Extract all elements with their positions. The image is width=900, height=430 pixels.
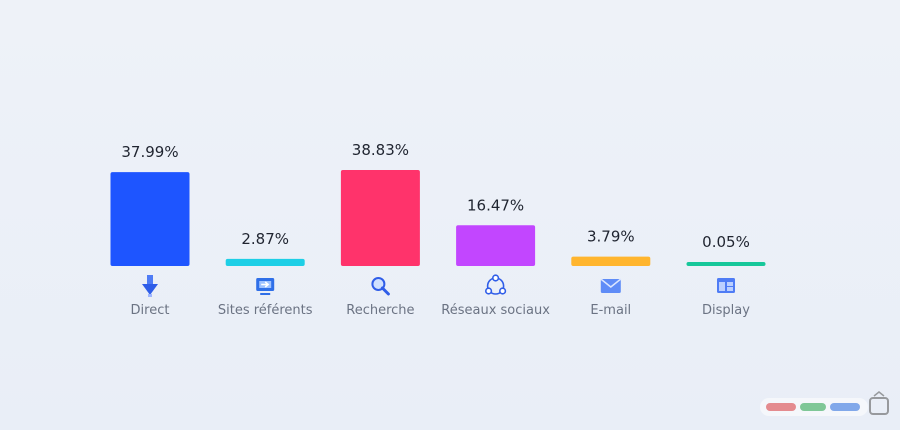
value-label: 3.79% [587,228,635,246]
category-label: Direct [131,303,170,318]
share-network-icon [485,274,507,295]
value-label: 16.47% [467,196,524,214]
category-labels-group: Direct Sites référents Recherche Réseaux so… [131,303,751,318]
bar-recherche[interactable] [340,170,420,266]
arrow-down-icon [142,275,158,297]
category-label: Sites référents [218,303,313,318]
category-icons-group [142,274,735,297]
category-label: Réseaux sociaux [441,303,550,318]
watermark-logo [760,391,889,416]
bar-sites-r-f-rents[interactable] [225,258,305,266]
bars-group [110,170,766,266]
magnifier-icon [371,277,390,296]
value-label: 38.83% [352,141,409,159]
category-label: Display [702,303,750,318]
value-labels-group: 37.99% 2.87% 38.83% 16.47% 3.79% 0.05% [121,141,749,251]
category-label: E-mail [590,303,631,318]
bar-e-mail[interactable] [571,256,651,266]
value-label: 37.99% [121,143,178,161]
bar-display[interactable] [686,262,766,266]
category-label: Recherche [346,303,414,318]
display-window-icon [717,278,735,293]
value-label: 2.87% [241,230,289,248]
value-label: 0.05% [702,233,750,251]
envelope-icon [600,278,622,293]
referral-screen-icon [256,278,275,295]
bar-r-seaux-sociaux[interactable] [456,225,536,266]
bar-direct[interactable] [110,172,190,266]
